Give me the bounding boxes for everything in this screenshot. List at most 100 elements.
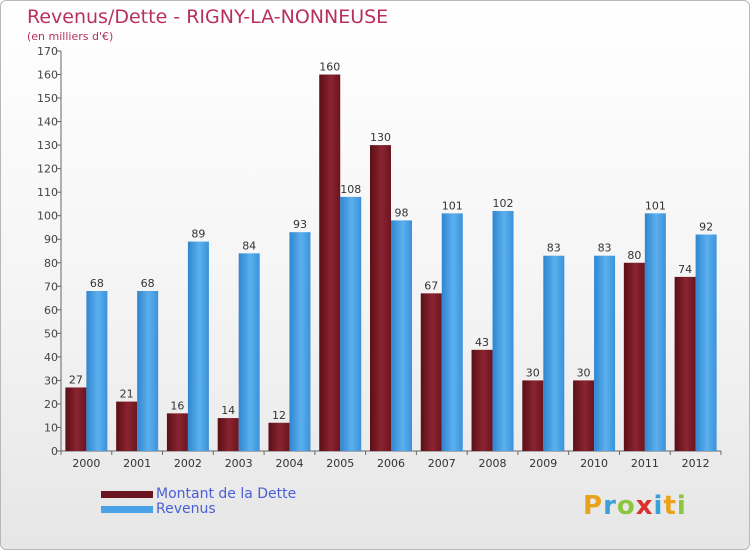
- y-tick-label: 50: [44, 327, 58, 340]
- revenus-bar: [187, 241, 209, 451]
- y-tick-label: 170: [37, 45, 58, 58]
- x-tick-label: 2011: [631, 457, 659, 470]
- y-tick-label: 100: [37, 210, 58, 223]
- x-tick-label: 2007: [428, 457, 456, 470]
- revenus-bar: [289, 232, 311, 451]
- data-labels: 27 68 21 68 16 89 14 84 12 93 160 108 130 98 67 101 43 10…: [69, 61, 713, 422]
- revenus-value-label: 68: [141, 277, 155, 290]
- dette-bar: [623, 262, 645, 451]
- revenus-value-label: 83: [547, 242, 561, 255]
- x-tick-label: 2000: [72, 457, 100, 470]
- dette-bar: [116, 401, 138, 451]
- dette-bar: [370, 145, 391, 451]
- y-tick-label: 80: [44, 257, 58, 270]
- dette-bar: [65, 387, 87, 451]
- y-tick-label: 150: [37, 92, 58, 105]
- bars: [65, 74, 717, 451]
- dette-value-label: 12: [272, 409, 286, 422]
- dette-value-label: 130: [370, 131, 391, 144]
- y-tick-label: 120: [37, 163, 58, 176]
- dette-bar: [420, 293, 442, 451]
- revenus-value-label: 101: [442, 199, 463, 212]
- legend-label-dette: Montant de la Dette: [156, 486, 297, 502]
- dette-value-label: 21: [120, 388, 134, 401]
- legend-item-revenus: Revenus: [101, 502, 296, 517]
- revenus-bar: [492, 211, 514, 451]
- dette-value-label: 74: [678, 263, 692, 276]
- revenus-value-label: 93: [293, 218, 307, 231]
- revenus-value-label: 84: [242, 239, 256, 252]
- dette-bar: [268, 422, 290, 451]
- chart-subtitle: (en milliers d'€): [27, 30, 114, 43]
- revenus-value-label: 108: [340, 183, 361, 196]
- logo-letter: t: [663, 491, 677, 521]
- x-tick-label: 2008: [479, 457, 507, 470]
- dette-value-label: 43: [475, 336, 489, 349]
- revenus-bar: [238, 253, 260, 451]
- y-tick-label: 60: [44, 304, 58, 317]
- logo-letter: x: [635, 491, 654, 521]
- dette-value-label: 14: [221, 404, 235, 417]
- revenus-value-label: 68: [90, 277, 104, 290]
- x-tick-label: 2009: [529, 457, 557, 470]
- revenus-value-label: 101: [645, 199, 666, 212]
- revenus-bar: [594, 255, 616, 451]
- x-tick-label: 2005: [326, 457, 354, 470]
- dette-value-label: 27: [69, 373, 83, 386]
- dette-value-label: 30: [526, 366, 540, 379]
- dette-bar: [319, 74, 341, 451]
- y-tick-label: 130: [37, 139, 58, 152]
- revenus-value-label: 83: [598, 242, 612, 255]
- x-tick-label: 2004: [275, 457, 303, 470]
- revenus-bar: [441, 213, 463, 451]
- dette-bar: [471, 349, 493, 451]
- y-tick-label: 70: [44, 280, 58, 293]
- x-tick-label: 2002: [174, 457, 202, 470]
- y-tick-label: 0: [51, 445, 58, 458]
- legend: Montant de la Dette Revenus: [101, 487, 296, 517]
- chart-title: Revenus/Dette - RIGNY-LA-NONNEUSE: [27, 6, 389, 28]
- y-tick-label: 140: [37, 116, 58, 129]
- legend-label-revenus: Revenus: [156, 501, 216, 517]
- revenus-value-label: 89: [191, 228, 205, 241]
- logo-letter: P: [583, 491, 604, 521]
- dette-bar: [674, 276, 696, 451]
- revenus-bar: [137, 291, 159, 451]
- dette-bar: [573, 380, 595, 451]
- revenus-bar: [86, 291, 108, 451]
- dette-bar: [522, 380, 544, 451]
- y-tick-label: 110: [37, 186, 58, 199]
- logo-letter: i: [653, 491, 664, 521]
- y-tick-label: 30: [44, 374, 58, 387]
- dette-bar: [166, 413, 188, 451]
- x-tick-label: 2010: [580, 457, 608, 470]
- revenus-value-label: 98: [395, 206, 409, 219]
- revenus-bar: [543, 255, 565, 451]
- y-tick-label: 10: [44, 421, 58, 434]
- y-tick-label: 20: [44, 398, 58, 411]
- proxiti-logo: Proxiti: [583, 491, 687, 521]
- revenus-bar: [391, 220, 412, 451]
- logo-letter: i: [676, 491, 687, 521]
- logo-letter: o: [616, 491, 636, 521]
- y-tick-label: 160: [37, 69, 58, 82]
- revenus-bar: [644, 213, 666, 451]
- legend-swatch-dette: [101, 491, 153, 498]
- revenus-bar: [340, 196, 362, 451]
- revenus-value-label: 92: [699, 221, 713, 234]
- logo-letter: r: [603, 491, 617, 521]
- x-tick-label: 2012: [682, 457, 710, 470]
- legend-item-dette: Montant de la Dette: [101, 487, 296, 502]
- y-tick-label: 40: [44, 351, 58, 364]
- revenus-value-label: 102: [493, 197, 514, 210]
- dette-bar: [217, 418, 239, 451]
- revenus-bar: [695, 234, 717, 451]
- dette-value-label: 80: [627, 249, 641, 262]
- dette-value-label: 30: [577, 366, 591, 379]
- y-tick-label: 90: [44, 233, 58, 246]
- dette-value-label: 16: [170, 399, 184, 412]
- dette-value-label: 160: [319, 61, 340, 74]
- legend-swatch-revenus: [101, 506, 153, 513]
